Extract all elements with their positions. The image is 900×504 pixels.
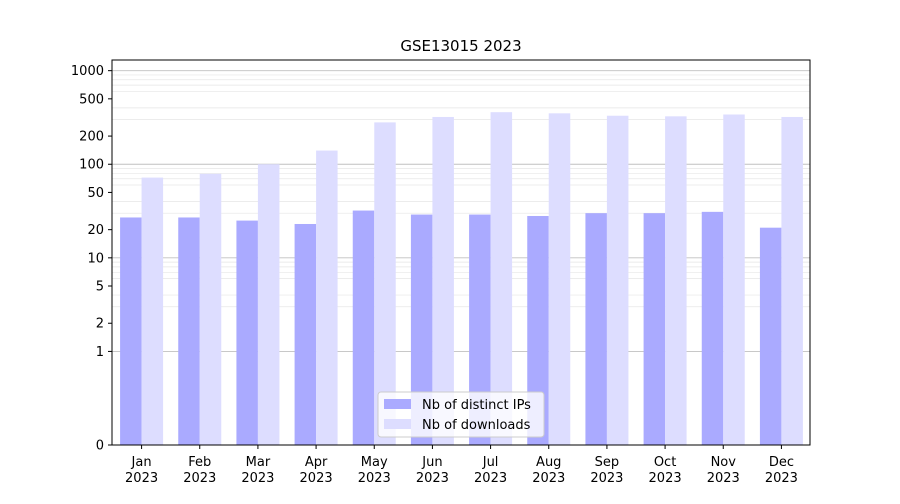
grid-layer: [112, 70, 810, 352]
x-tick-label-month: Mar: [246, 455, 271, 470]
x-tick-label-year: 2023: [358, 471, 391, 486]
x-tick-label-year: 2023: [474, 471, 507, 486]
x-tick-label-year: 2023: [590, 471, 623, 486]
x-tick-label-year: 2023: [125, 471, 158, 486]
x-tick-label-year: 2023: [765, 471, 798, 486]
x-tick-label-month: Jul: [482, 455, 499, 470]
bar-downloads: [606, 115, 629, 445]
bar-distinct-ips: [643, 213, 666, 445]
bars-layer: [120, 112, 803, 446]
legend-label: Nb of downloads: [422, 418, 531, 433]
x-tick-label-year: 2023: [300, 471, 333, 486]
y-tick-label: 100: [79, 158, 104, 173]
y-tick-label: 10: [87, 251, 104, 266]
bar-distinct-ips: [352, 210, 375, 445]
chart-title: GSE13015 2023: [400, 37, 521, 55]
x-tick-label-month: Feb: [188, 455, 211, 470]
x-tick-label-year: 2023: [241, 471, 274, 486]
bar-downloads: [199, 173, 222, 446]
bar-downloads: [490, 112, 513, 445]
x-tick-label-month: Jun: [421, 455, 442, 470]
bar-downloads: [723, 114, 745, 445]
legend: Nb of distinct IPs Nb of downloads: [377, 391, 545, 438]
bar-distinct-ips: [469, 214, 491, 445]
bar-downloads: [548, 113, 571, 446]
x-tick-label-month: Aug: [536, 455, 561, 470]
bar-distinct-ips: [236, 220, 258, 445]
x-tick-label-month: May: [361, 455, 388, 470]
bar-distinct-ips: [701, 211, 724, 445]
y-tick-label: 500: [79, 92, 104, 107]
bar-distinct-ips: [120, 217, 142, 445]
y-tick-label: 1: [96, 345, 104, 360]
legend-label: Nb of distinct IPs: [422, 398, 531, 413]
legend-box: [377, 391, 545, 438]
legend-swatch: [384, 419, 411, 429]
plot-frame: [111, 59, 811, 446]
legend-swatch: [384, 399, 411, 409]
bar-downloads: [432, 116, 454, 446]
y-tick-label: 0: [96, 439, 104, 454]
axes-layer: 01251020501002005001000Jan2023Feb2023Mar…: [71, 59, 811, 486]
y-tick-label: 50: [87, 186, 104, 201]
bar-downloads: [141, 177, 164, 446]
bar-downloads: [781, 116, 803, 446]
x-tick-label-month: Oct: [654, 455, 676, 470]
y-tick-label: 20: [87, 223, 104, 238]
bar-distinct-ips: [585, 213, 607, 445]
bar-downloads: [374, 122, 396, 445]
y-tick-label: 1000: [71, 64, 104, 79]
x-tick-label-month: Nov: [711, 455, 737, 470]
bar-distinct-ips: [178, 217, 200, 445]
x-tick-label-month: Apr: [305, 455, 328, 470]
x-tick-label-year: 2023: [416, 471, 449, 486]
x-tick-label-year: 2023: [532, 471, 565, 486]
x-tick-label-year: 2023: [649, 471, 682, 486]
x-tick-label-month: Dec: [769, 455, 794, 470]
x-tick-label-month: Sep: [595, 455, 620, 470]
y-tick-label: 5: [96, 280, 104, 295]
bar-distinct-ips: [410, 214, 433, 445]
x-tick-label-year: 2023: [707, 471, 740, 486]
y-tick-label: 2: [96, 317, 104, 332]
bar-distinct-ips: [527, 215, 549, 445]
x-tick-label-year: 2023: [183, 471, 216, 486]
x-tick-label-month: Jan: [131, 455, 152, 470]
bar-downloads: [257, 164, 280, 445]
bar-downloads: [665, 116, 687, 445]
bar-distinct-ips: [294, 223, 317, 445]
bar-distinct-ips: [759, 227, 782, 445]
bar-downloads: [316, 150, 338, 445]
y-tick-label: 200: [79, 130, 104, 145]
